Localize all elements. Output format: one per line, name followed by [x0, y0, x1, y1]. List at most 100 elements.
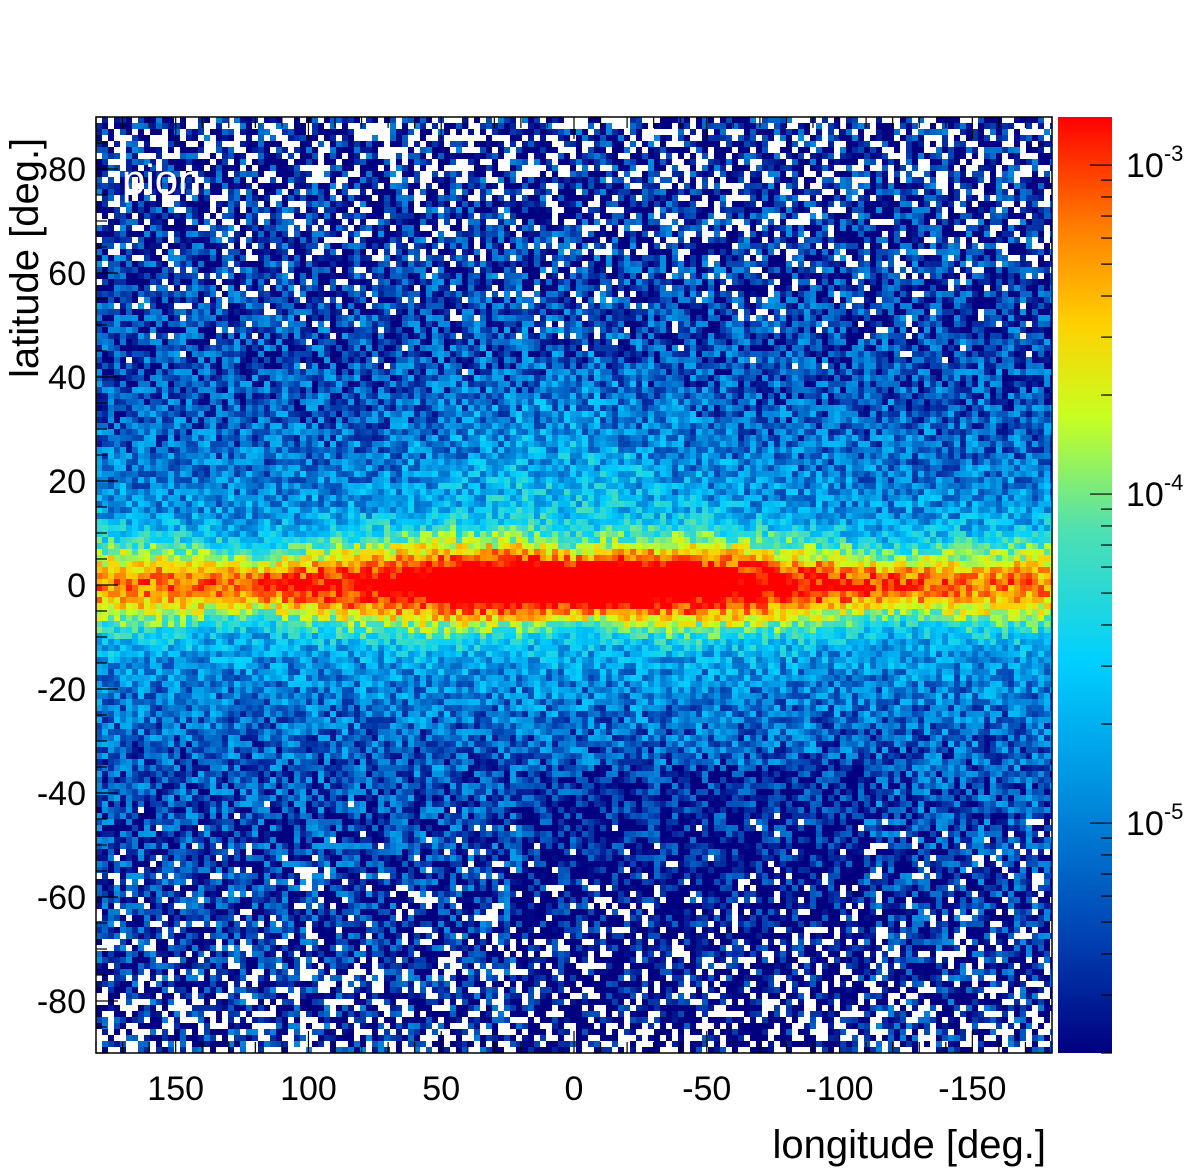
heatmap-cell: [204, 201, 210, 207]
heatmap-cell: [216, 309, 222, 315]
heatmap-cell: [1026, 159, 1032, 165]
heatmap-cell: [630, 249, 636, 255]
heatmap-cell: [534, 219, 540, 225]
heatmap-cell: [786, 291, 792, 297]
heatmap-cell: [126, 129, 132, 135]
heatmap-cell: [492, 225, 498, 231]
heatmap-cell: [522, 201, 528, 207]
heatmap-cell: [540, 177, 546, 183]
heatmap-cell: [528, 285, 534, 291]
heatmap-cell: [954, 309, 960, 315]
heatmap-cell: [984, 207, 990, 213]
heatmap-cell: [528, 339, 534, 345]
heatmap-cell: [234, 273, 240, 279]
heatmap-cell: [228, 267, 234, 273]
heatmap-cell: [402, 261, 408, 267]
heatmap-cell: [948, 201, 954, 207]
heatmap-cell: [822, 225, 828, 231]
heatmap-cell: [996, 177, 1002, 183]
heatmap-cell: [540, 237, 546, 243]
heatmap-cell: [564, 153, 570, 159]
heatmap-cell: [558, 231, 564, 237]
heatmap-cell: [420, 231, 426, 237]
heatmap-cell: [360, 309, 366, 315]
heatmap-cell: [864, 123, 870, 129]
heatmap-cell: [156, 351, 162, 357]
heatmap-cell: [918, 345, 924, 351]
heatmap-cell: [780, 339, 786, 345]
heatmap-cell: [204, 315, 210, 321]
heatmap-cell: [726, 291, 732, 297]
heatmap-cell: [1014, 261, 1020, 267]
heatmap-cell: [876, 117, 882, 123]
heatmap-cell: [720, 135, 726, 141]
heatmap-cell: [870, 273, 876, 279]
heatmap-cell: [288, 171, 294, 177]
heatmap-cell: [870, 279, 876, 285]
heatmap-cell: [840, 129, 846, 135]
heatmap-cell: [216, 237, 222, 243]
heatmap-cell: [996, 339, 1002, 345]
heatmap-cell: [222, 201, 228, 207]
heatmap-cell: [678, 123, 684, 129]
heatmap-cell: [558, 201, 564, 207]
heatmap-cell: [174, 129, 180, 135]
heatmap-cell: [372, 273, 378, 279]
heatmap-cell: [498, 195, 504, 201]
heatmap-cell: [810, 315, 816, 321]
heatmap-cell: [372, 285, 378, 291]
heatmap-cell: [1014, 315, 1020, 321]
heatmap-cell: [840, 267, 846, 273]
heatmap-cell: [846, 135, 852, 141]
heatmap-cell: [456, 123, 462, 129]
heatmap-cell: [108, 291, 114, 297]
heatmap-cell: [576, 279, 582, 285]
heatmap-cell: [810, 249, 816, 255]
heatmap-cell: [954, 141, 960, 147]
heatmap-cell: [894, 237, 900, 243]
heatmap-cell: [570, 279, 576, 285]
heatmap-cell: [438, 195, 444, 201]
heatmap-cell: [384, 171, 390, 177]
heatmap-cell: [954, 135, 960, 141]
heatmap-cell: [306, 315, 312, 321]
heatmap-cell: [618, 333, 624, 339]
heatmap-cell: [252, 231, 258, 237]
heatmap-cell: [786, 279, 792, 285]
heatmap-cell: [798, 261, 804, 267]
heatmap-cell: [714, 285, 720, 291]
heatmap-cell: [474, 219, 480, 225]
heatmap-cell: [204, 351, 210, 357]
heatmap-cell: [930, 255, 936, 261]
heatmap-cell: [396, 213, 402, 219]
heatmap-cell: [108, 267, 114, 273]
heatmap-cell: [96, 207, 102, 213]
heatmap-cell: [216, 171, 222, 177]
heatmap-cell: [114, 153, 120, 159]
heatmap-cell: [312, 243, 318, 249]
heatmap-cell: [942, 159, 948, 165]
heatmap-cell: [684, 243, 690, 249]
heatmap-cell: [324, 183, 330, 189]
heatmap-cell: [384, 189, 390, 195]
heatmap-cell: [828, 141, 834, 147]
heatmap-cell: [648, 333, 654, 339]
heatmap-cell: [270, 135, 276, 141]
heatmap-cell: [612, 225, 618, 231]
heatmap-cell: [918, 279, 924, 285]
heatmap-cell: [600, 273, 606, 279]
heatmap-cell: [1008, 183, 1014, 189]
heatmap-cell: [108, 273, 114, 279]
heatmap-cell: [234, 117, 240, 123]
heatmap-cell: [954, 195, 960, 201]
heatmap-cell: [462, 255, 468, 261]
heatmap-cell: [618, 213, 624, 219]
heatmap-cell: [726, 177, 732, 183]
heatmap-cell: [702, 255, 708, 261]
heatmap-cell: [240, 249, 246, 255]
heatmap-cell: [720, 309, 726, 315]
heatmap-cell: [408, 285, 414, 291]
heatmap-cell: [978, 285, 984, 291]
heatmap-cell: [672, 183, 678, 189]
heatmap-cell: [744, 321, 750, 327]
